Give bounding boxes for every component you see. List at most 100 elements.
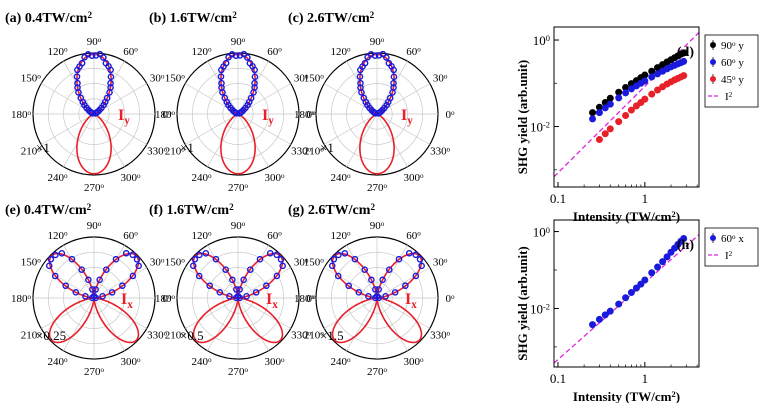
data-point: [195, 272, 203, 280]
data-point: [405, 249, 413, 257]
angle-label-240: 240o: [191, 356, 212, 368]
angle-label-330: 330o: [430, 329, 451, 341]
data-point: [135, 262, 142, 270]
polar-grid-spoke: [63, 244, 95, 299]
data-point: [226, 293, 233, 300]
data-point: [589, 115, 597, 123]
angle-label-120: 120o: [191, 230, 212, 242]
scale-label-f: ×0.5: [180, 328, 204, 343]
component-label-b: Iy: [262, 107, 274, 127]
angle-label-270: 270o: [84, 182, 105, 194]
legend-marker: [710, 76, 716, 82]
data-point: [595, 315, 603, 323]
data-point: [251, 79, 258, 87]
angle-label-90: 90o: [370, 36, 385, 48]
data-point: [391, 289, 399, 296]
data-point: [102, 266, 110, 273]
polar-grid-spoke: [237, 297, 269, 352]
data-point: [371, 294, 379, 302]
data-point: [385, 59, 393, 67]
data-point: [96, 50, 104, 58]
data-point: [606, 307, 614, 315]
data-point: [62, 282, 69, 290]
data-point: [356, 73, 364, 80]
data-point: [72, 289, 80, 296]
data-point: [595, 136, 603, 144]
data-point: [73, 73, 81, 80]
data-point: [641, 71, 649, 79]
panel-title-f: (f) 1.6TW/cm2: [149, 202, 234, 218]
angle-label-150: 150o: [304, 256, 325, 268]
x-axis-label: Intensity (TW/cm2): [573, 389, 680, 403]
data-point: [371, 52, 379, 59]
data-point: [335, 251, 342, 259]
data-point: [372, 110, 379, 117]
polar-grid-spoke: [346, 60, 378, 115]
polar-grid-spoke: [376, 113, 431, 145]
data-point: [189, 262, 197, 270]
data-point: [641, 77, 649, 85]
data-point: [390, 84, 397, 91]
data-point: [233, 286, 240, 293]
data-point: [379, 276, 386, 284]
angle-label-240: 240o: [330, 172, 351, 184]
data-point: [244, 54, 251, 61]
polar-grid-spoke: [207, 244, 239, 299]
data-point: [89, 286, 96, 293]
data-point: [68, 255, 76, 263]
data-point: [75, 89, 82, 96]
data-point: [416, 256, 424, 263]
polar-grid-spoke: [63, 297, 95, 352]
polar-grid-spoke: [323, 267, 378, 299]
polar-grid-spoke: [184, 83, 239, 115]
panel-label-d: (d): [677, 45, 694, 60]
data-point: [402, 282, 409, 290]
angle-label-210: 210o: [165, 145, 186, 157]
angle-label-30: 30o: [433, 256, 448, 268]
data-point: [219, 89, 226, 96]
legend-entry: 60o x: [721, 233, 744, 245]
data-point: [47, 255, 55, 263]
data-point: [218, 66, 225, 74]
polar-grid-spoke: [323, 297, 378, 329]
polar-grid-spoke: [346, 244, 378, 299]
data-point: [632, 284, 640, 292]
x-tick-label: 1: [642, 191, 649, 206]
angle-label-300: 300o: [403, 356, 424, 368]
data-point: [251, 73, 259, 81]
legend-h: 60o x I2: [704, 227, 759, 267]
polar-grid-spoke: [237, 113, 292, 145]
data-point: [622, 111, 630, 119]
data-point: [52, 251, 59, 259]
angle-label-240: 240o: [330, 356, 351, 368]
angle-label-210: 210o: [165, 329, 186, 341]
angle-label-150: 150o: [304, 72, 325, 84]
angle-label-180: 180o: [155, 293, 176, 305]
data-point: [122, 249, 130, 257]
data-point: [334, 272, 342, 280]
data-point: [191, 255, 199, 263]
angle-label-90: 90o: [370, 220, 385, 232]
data-point: [232, 52, 240, 59]
polar-grid-spoke: [184, 113, 239, 145]
data-point: [330, 255, 338, 263]
data-point: [648, 90, 656, 98]
data-point: [229, 276, 236, 284]
data-point: [365, 293, 372, 300]
y-axis-label: SHG yield (arb.unit): [515, 60, 530, 175]
data-point: [648, 269, 656, 277]
angle-label-300: 300o: [120, 172, 141, 184]
data-point: [358, 89, 365, 96]
angle-label-0: 0o: [306, 109, 316, 121]
data-point: [246, 266, 254, 273]
component-label-c: Iy: [401, 107, 413, 127]
angle-label-180: 180o: [155, 109, 176, 121]
data-point: [385, 266, 393, 273]
scale-label-a: ×1: [36, 140, 50, 155]
angle-label-330: 330o: [147, 329, 168, 341]
data-point: [595, 109, 603, 117]
data-point: [247, 94, 255, 102]
data-point: [373, 292, 381, 300]
angle-label-0: 0o: [306, 293, 316, 305]
data-point: [386, 94, 394, 102]
